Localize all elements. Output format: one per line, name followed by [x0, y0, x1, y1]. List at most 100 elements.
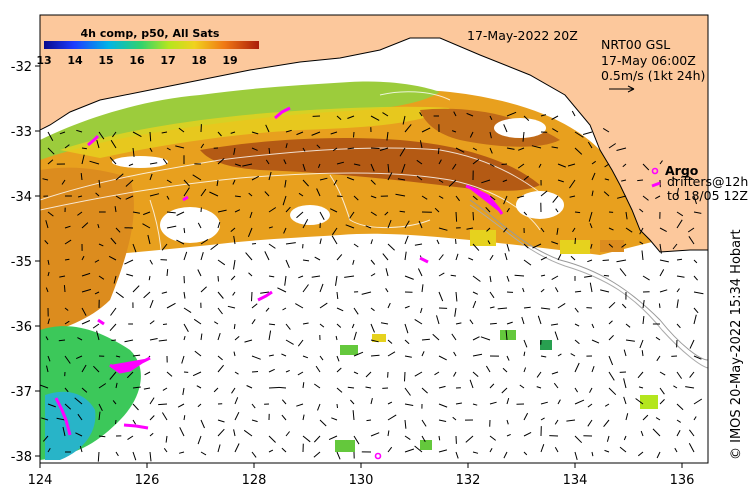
- x-tick-label: 124: [28, 473, 53, 488]
- bathymetry-contours: [40, 91, 561, 301]
- current-vector: [489, 306, 495, 309]
- current-vector: [64, 225, 71, 229]
- current-vector: [642, 316, 645, 325]
- current-vector: [453, 111, 457, 117]
- current-vector: [554, 447, 559, 453]
- current-vector: [642, 300, 645, 309]
- drifter-track: [87, 134, 100, 147]
- current-vector: [268, 323, 276, 326]
- current-vector: [128, 163, 134, 167]
- current-vector: [455, 195, 461, 202]
- current-vector: [142, 223, 151, 229]
- current-vector: [591, 323, 595, 329]
- current-vector: [45, 220, 49, 229]
- current-vector: [506, 355, 510, 361]
- current-vector: [161, 412, 168, 421]
- current-vector: [421, 351, 425, 357]
- current-vector: [625, 413, 629, 421]
- current-vector: [126, 371, 134, 379]
- current-vector: [693, 211, 702, 214]
- current-vector: [365, 371, 372, 378]
- current-vector: [158, 403, 168, 406]
- current-vector: [608, 334, 614, 341]
- current-vector: [556, 227, 559, 235]
- current-vector: [311, 275, 321, 278]
- current-vector: [285, 259, 290, 268]
- current-vector: [56, 417, 66, 421]
- current-vector: [676, 299, 679, 309]
- current-vector: [568, 179, 576, 189]
- current-vector: [453, 371, 457, 377]
- current-vector: [472, 195, 478, 201]
- current-vector: [540, 114, 547, 117]
- current-vector: [63, 285, 66, 293]
- current-vector: [438, 355, 447, 361]
- current-vector: [231, 387, 236, 394]
- current-vector: [674, 447, 678, 453]
- current-vector: [465, 435, 474, 443]
- current-vector: [149, 338, 158, 341]
- current-vector: [438, 254, 444, 261]
- current-vector: [370, 195, 377, 199]
- current-vector: [600, 289, 610, 293]
- current-vector: [98, 435, 106, 438]
- current-vector: [404, 323, 409, 334]
- current-vector: [210, 243, 219, 250]
- current-vector: [302, 355, 309, 359]
- current-vector: [64, 239, 72, 245]
- sst-west-orange: [40, 167, 134, 335]
- current-vector: [183, 323, 189, 333]
- current-vector: [421, 435, 426, 442]
- current-vector: [248, 272, 253, 277]
- current-vector: [676, 430, 681, 437]
- current-vector: [132, 147, 135, 157]
- current-vector: [42, 178, 49, 181]
- current-vector: [676, 211, 684, 217]
- sst-core-brown: [200, 138, 540, 191]
- current-vector: [183, 335, 186, 341]
- current-vector: [77, 413, 83, 421]
- current-vector: [251, 403, 256, 409]
- current-vector: [336, 403, 338, 409]
- current-vector: [302, 163, 306, 171]
- current-vector: [370, 397, 373, 405]
- current-vector: [587, 259, 593, 263]
- current-vector: [149, 259, 153, 265]
- drifter-track: [465, 184, 504, 215]
- current-vector: [79, 445, 83, 453]
- current-vector: [672, 243, 678, 250]
- current-vector: [523, 306, 531, 309]
- current-vector: [149, 173, 153, 181]
- sst-scattered-patches: [335, 230, 658, 452]
- current-vector: [149, 162, 158, 165]
- current-vector: [693, 398, 703, 405]
- current-vector: [234, 195, 241, 198]
- argo-float: [374, 452, 382, 460]
- current-vector: [689, 371, 695, 378]
- current-vector: [93, 365, 100, 373]
- current-vector: [659, 371, 666, 376]
- current-vector: [395, 193, 406, 197]
- current-vector: [132, 285, 140, 293]
- current-vector: [44, 240, 49, 245]
- current-vector: [346, 176, 355, 181]
- current-vector: [639, 227, 644, 235]
- y-tick-label: -37: [11, 385, 32, 400]
- current-vector: [41, 417, 49, 421]
- current-vector: [540, 401, 548, 405]
- current-vector: [436, 239, 440, 245]
- current-vector: [109, 323, 117, 332]
- current-vector: [616, 259, 627, 263]
- current-vector: [438, 449, 448, 453]
- model-time: 17-May 06:00Z: [601, 53, 696, 68]
- current-vector: [642, 163, 650, 171]
- current-vector: [234, 371, 239, 375]
- current-vector: [200, 188, 207, 197]
- current-vector: [282, 307, 287, 311]
- current-vector: [166, 179, 172, 184]
- current-vector: [336, 323, 342, 328]
- current-vector: [161, 243, 168, 251]
- current-vector: [89, 160, 100, 165]
- current-vector: [522, 287, 525, 293]
